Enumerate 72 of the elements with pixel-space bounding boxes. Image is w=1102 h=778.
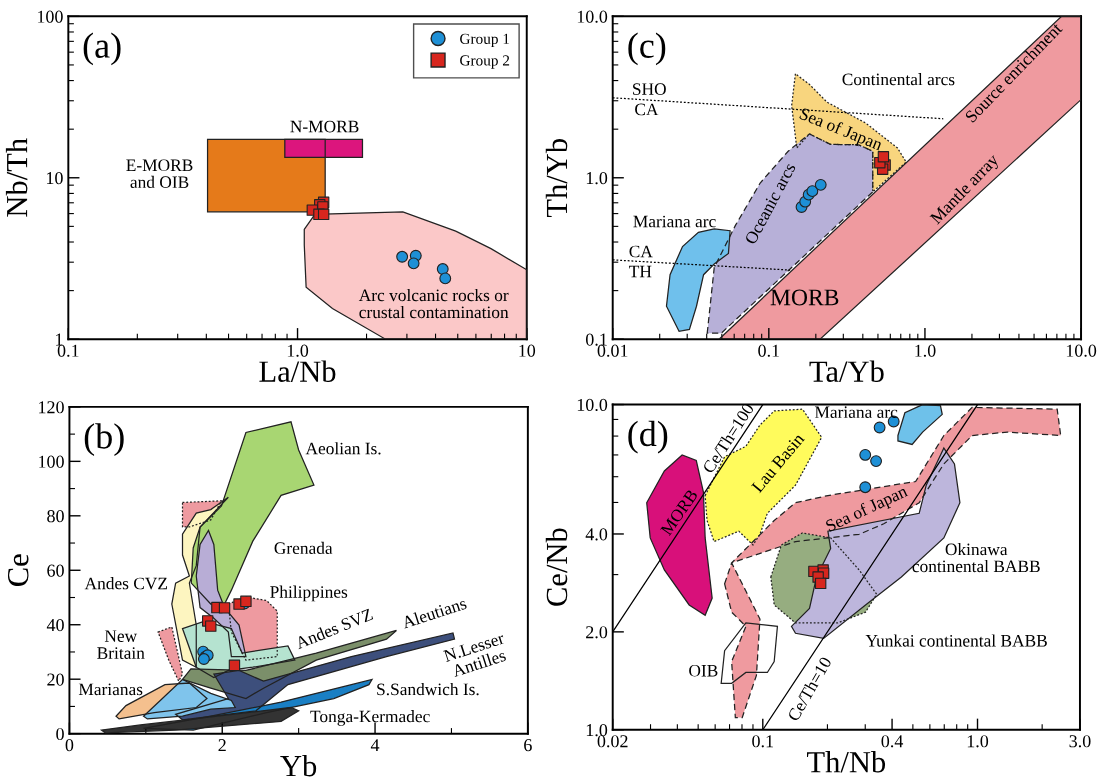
y-tick-label: 10 <box>47 172 63 185</box>
annotation: SHO <box>633 83 666 95</box>
annotation: Aeolian Is. <box>305 442 381 455</box>
x-tick-label: 0.1 <box>758 344 780 357</box>
x-tick-label: 10 <box>519 344 536 357</box>
y-tick-label: 40 <box>46 618 64 632</box>
annotation: CA <box>629 245 653 258</box>
y-tick-label: 4.0 <box>585 528 608 541</box>
annotation: Grenada <box>274 541 333 555</box>
legend-label: Group 1 <box>460 33 510 48</box>
annotation: Yunkai continental BABB <box>865 634 1047 647</box>
annotation: N-MORB <box>290 120 359 133</box>
annotation: Continental arcs <box>842 73 955 86</box>
x-tick-label: 0.01 <box>597 344 628 357</box>
x-tick-label: 6 <box>524 739 532 752</box>
annotation: (b) <box>84 423 124 456</box>
y-tick-label: 100 <box>39 455 64 468</box>
x-axis-title: La/Nb <box>259 360 336 382</box>
x-tick-label: 2 <box>218 739 226 752</box>
y-tick-label: 10.0 <box>577 10 608 23</box>
annotation: Tonga-Kermadec <box>310 710 430 726</box>
y-tick-label: 1.0 <box>586 724 608 737</box>
y-axis-title: Ce/Nb <box>545 528 568 606</box>
x-axis-title: Yb <box>280 754 317 777</box>
y-tick-label: 2.0 <box>586 626 608 639</box>
annotation: CA <box>635 103 659 116</box>
x-axis-title: Ta/Yb <box>809 360 884 382</box>
annotation: Andes SVZ <box>294 607 374 650</box>
x-tick-label: 1.0 <box>287 344 309 357</box>
annotation: Sea of Japan <box>824 484 910 536</box>
y-tick-label: 100 <box>37 10 63 23</box>
annotation: TH <box>629 265 652 278</box>
x-tick-label: 1.0 <box>915 344 936 357</box>
x-tick-label: 0.4 <box>881 735 904 748</box>
annotation: (d) <box>628 420 668 454</box>
y-tick-label: 80 <box>47 510 64 523</box>
annotation: Arc volcanic rocks or crustal contamination <box>358 288 509 319</box>
annotation: (c) <box>628 32 666 66</box>
annotation: Marianas <box>78 683 143 696</box>
annotation: Mariana arc <box>633 215 716 228</box>
annotation: Mariana arc <box>814 406 898 419</box>
x-tick-label: 10.0 <box>1066 344 1097 357</box>
x-tick-label: 4 <box>370 739 380 752</box>
y-tick-label: 20 <box>47 673 64 686</box>
y-axis-title: Nb/Th <box>5 138 28 217</box>
x-tick-label: 1.0 <box>967 735 989 748</box>
y-tick-label: 1 <box>56 333 63 346</box>
y-tick-label: 1.0 <box>586 172 608 185</box>
annotation: Philippines <box>270 585 348 602</box>
x-tick-label: 0 <box>65 739 74 752</box>
y-axis-title: Th/Yb <box>545 139 568 218</box>
y-tick-label: 10.0 <box>577 398 608 412</box>
annotation: E-MORB and OIB <box>126 159 193 189</box>
annotation: Andes CVZ <box>84 577 168 590</box>
x-tick-label: 3.0 <box>1069 735 1091 748</box>
y-tick-label: 0.1 <box>585 333 607 346</box>
x-axis-title: Th/Nb <box>807 751 886 773</box>
annotation: Aleutians <box>400 596 468 629</box>
annotation: (a) <box>83 32 121 66</box>
x-tick-label: 0.02 <box>597 735 628 748</box>
annotation: New Britain <box>97 630 145 659</box>
annotation: N.Lesser Antilles <box>443 632 507 678</box>
annotation: OIB <box>689 664 718 677</box>
y-axis-title: Ce <box>7 554 29 586</box>
legend-label: Group 2 <box>460 55 510 69</box>
y-tick-label: 60 <box>47 564 64 577</box>
annotation: Okinawa continental BABB <box>912 543 1040 573</box>
x-tick-label: 0.1 <box>752 735 773 748</box>
annotation: S.Sandwich Is. <box>377 682 479 696</box>
annotation: MORB <box>770 289 839 306</box>
annotation: Sea of Japan <box>797 106 884 155</box>
y-tick-label: 120 <box>39 401 64 414</box>
